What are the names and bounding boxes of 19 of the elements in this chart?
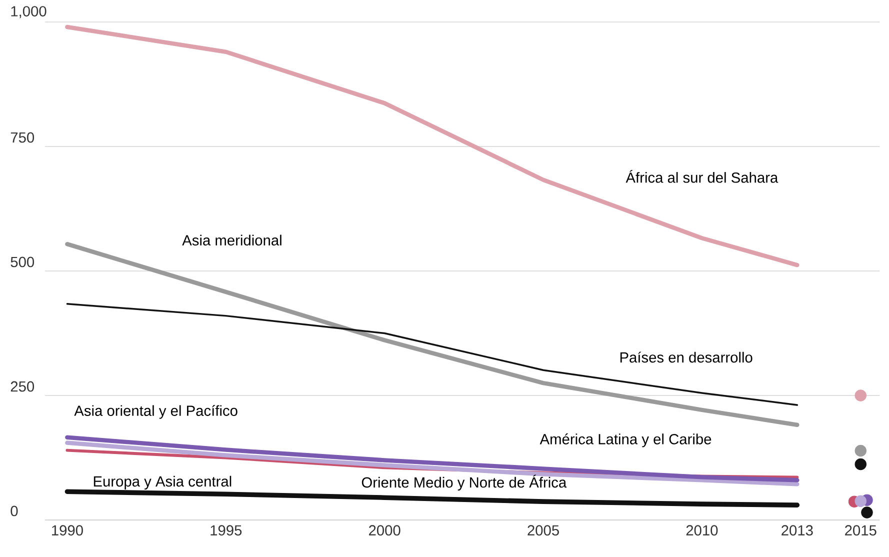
y-tick-label: 500 [10, 256, 34, 268]
x-tick-label: 2005 [528, 525, 559, 536]
text: Asia meridional [182, 234, 282, 246]
x-tick-label: 2010 [686, 525, 718, 536]
y-tick-label: 0 [10, 506, 18, 516]
y-tick-label: 750 [10, 132, 34, 143]
series-label: Países en desarrollo [620, 352, 752, 363]
x-tick-label: 1995 [210, 525, 242, 536]
x-tick-label: 2013 [782, 525, 813, 536]
series-label: América Latina y el Caribe [540, 433, 712, 448]
series-label: Europa y Asia central [94, 476, 232, 490]
x-tick-label: 1990 [52, 525, 83, 536]
series-label: Oriente Medio y Norte de África [362, 474, 567, 491]
y-tick-label: 1,000 [11, 6, 46, 18]
y-tick-label: 250 [10, 381, 34, 392]
series-label: África al sur del Sahara [626, 170, 778, 183]
x-tick-label: 2000 [369, 525, 400, 536]
x-tick-label: 2015 [845, 525, 876, 536]
series-label: Asia oriental y el Pacífico [74, 405, 238, 419]
